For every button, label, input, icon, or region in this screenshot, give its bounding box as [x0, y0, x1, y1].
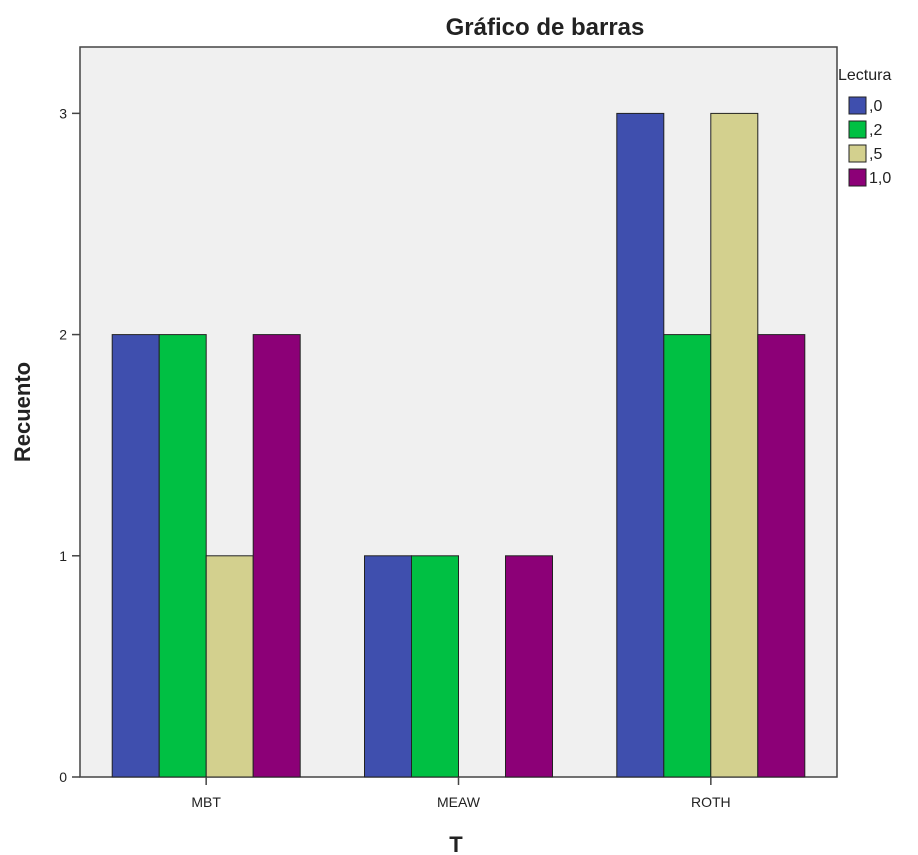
y-tick-label: 3	[59, 105, 67, 121]
x-tick-label: MBT	[191, 794, 221, 810]
y-axis: 0 1 2 3	[59, 105, 80, 785]
y-tick-label: 1	[59, 548, 67, 564]
legend-title: Lectura	[838, 67, 891, 84]
x-axis-title: T	[449, 832, 463, 855]
bar-mbt-series-3	[253, 335, 300, 777]
bar-mbt-series-2	[206, 556, 253, 777]
bar-meaw-series-0	[365, 556, 412, 777]
legend: Lectura ,0 ,2 ,5 1,0	[838, 67, 891, 187]
chart-title: Gráfico de barras	[446, 14, 645, 41]
y-tick-label: 2	[59, 327, 67, 343]
bar-mbt-series-1	[159, 335, 206, 777]
legend-swatch	[849, 121, 866, 138]
bar-meaw-series-1	[412, 556, 459, 777]
bar-roth-series-3	[758, 335, 805, 777]
x-tick-label: MEAW	[437, 794, 481, 810]
legend-swatch	[849, 169, 866, 186]
legend-swatch	[849, 97, 866, 114]
bar-meaw-series-3	[506, 556, 553, 777]
x-tick-label: ROTH	[691, 794, 731, 810]
bar-mbt-series-0	[112, 335, 159, 777]
legend-label: ,0	[869, 98, 882, 115]
bar-roth-series-2	[711, 113, 758, 777]
bar-roth-series-1	[664, 335, 711, 777]
y-tick-label: 0	[59, 769, 67, 785]
legend-label: ,5	[869, 146, 882, 163]
legend-label: 1,0	[869, 170, 891, 187]
x-axis: MBT MEAW ROTH	[191, 777, 730, 810]
legend-label: ,2	[869, 122, 882, 139]
bar-roth-series-0	[617, 113, 664, 777]
legend-swatch	[849, 145, 866, 162]
y-axis-title: Recuento	[10, 362, 35, 462]
